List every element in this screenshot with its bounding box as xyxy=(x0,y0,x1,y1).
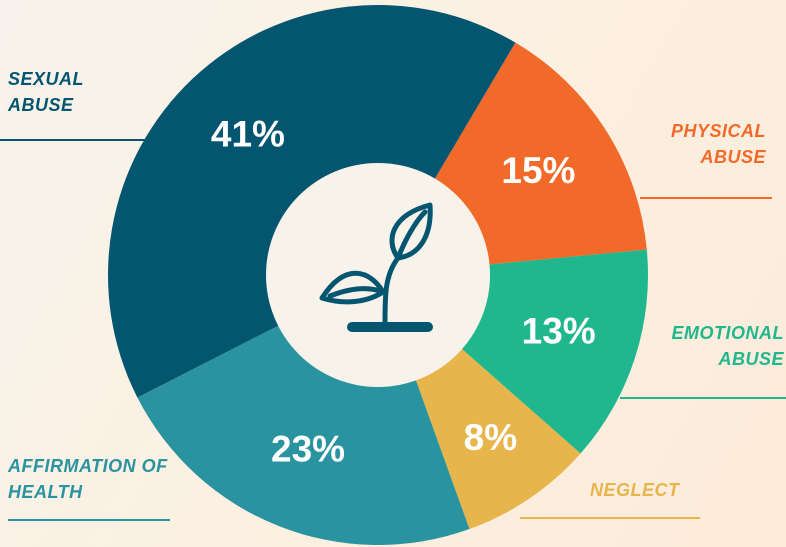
category-label: SEXUAL ABUSE xyxy=(8,69,84,115)
category-label: PHYSICAL ABUSE xyxy=(670,121,766,167)
category-label: NEGLECT xyxy=(590,480,680,500)
value-label: 41% xyxy=(211,113,285,154)
value-label: 23% xyxy=(271,428,345,469)
value-label: 13% xyxy=(522,310,596,351)
donut-slice xyxy=(108,5,516,398)
donut-hole xyxy=(266,163,490,387)
donut-slice xyxy=(460,249,649,454)
category-label: AFFIRMATION OF HEALTH xyxy=(8,456,168,502)
category-label: EMOTIONAL ABUSE xyxy=(671,323,784,369)
plant-icon xyxy=(319,202,433,332)
donut-slice xyxy=(137,324,470,545)
donut-slice xyxy=(415,347,581,530)
value-label: 15% xyxy=(501,150,575,191)
donut-slice xyxy=(433,42,647,265)
value-label: 8% xyxy=(464,417,517,458)
